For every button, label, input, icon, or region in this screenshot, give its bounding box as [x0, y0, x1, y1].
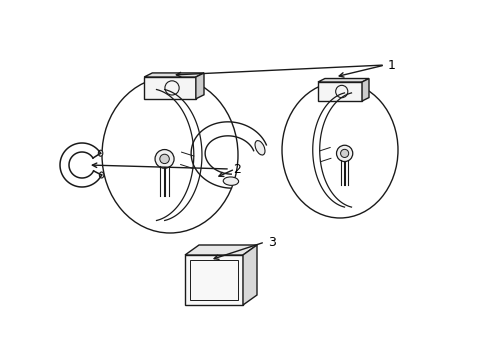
Ellipse shape [341, 149, 349, 157]
Ellipse shape [255, 141, 265, 155]
Polygon shape [196, 73, 204, 99]
Polygon shape [318, 78, 369, 82]
Polygon shape [144, 77, 196, 99]
Ellipse shape [337, 145, 353, 162]
Polygon shape [185, 245, 257, 255]
Ellipse shape [99, 172, 104, 178]
Polygon shape [243, 245, 257, 305]
Polygon shape [362, 78, 369, 101]
Polygon shape [144, 73, 204, 77]
Text: 1: 1 [388, 59, 396, 72]
Ellipse shape [223, 177, 239, 185]
Ellipse shape [336, 85, 348, 98]
Ellipse shape [98, 150, 103, 156]
Polygon shape [185, 255, 243, 305]
Ellipse shape [160, 154, 170, 163]
Polygon shape [318, 82, 362, 101]
Ellipse shape [155, 149, 174, 168]
Ellipse shape [165, 81, 179, 95]
Text: 3: 3 [268, 235, 276, 248]
Text: 2: 2 [233, 162, 241, 176]
